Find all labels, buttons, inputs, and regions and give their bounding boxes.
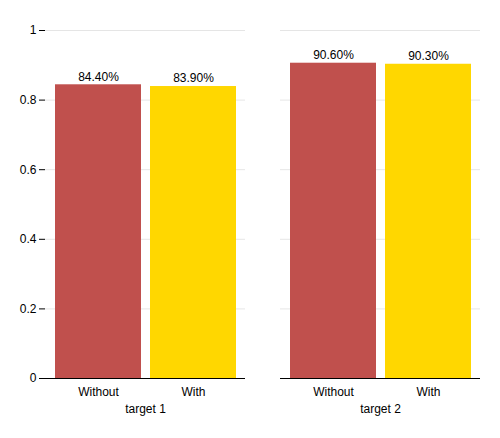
svg-text:0.6: 0.6 [20,163,37,177]
svg-text:target 1: target 1 [125,402,166,416]
svg-text:Without: Without [78,385,119,399]
svg-text:1: 1 [30,23,37,37]
svg-text:90.30%: 90.30% [408,49,449,63]
svg-text:0.8: 0.8 [20,93,37,107]
svg-text:90.60%: 90.60% [313,48,354,62]
svg-text:0.2: 0.2 [20,302,37,316]
svg-text:83.90%: 83.90% [173,71,214,85]
svg-text:0: 0 [30,371,37,385]
svg-text:target 2: target 2 [360,402,401,416]
svg-text:0.4: 0.4 [20,232,37,246]
svg-text:With: With [417,385,441,399]
svg-text:Without: Without [313,385,354,399]
svg-text:With: With [182,385,206,399]
svg-text:84.40%: 84.40% [78,70,119,84]
